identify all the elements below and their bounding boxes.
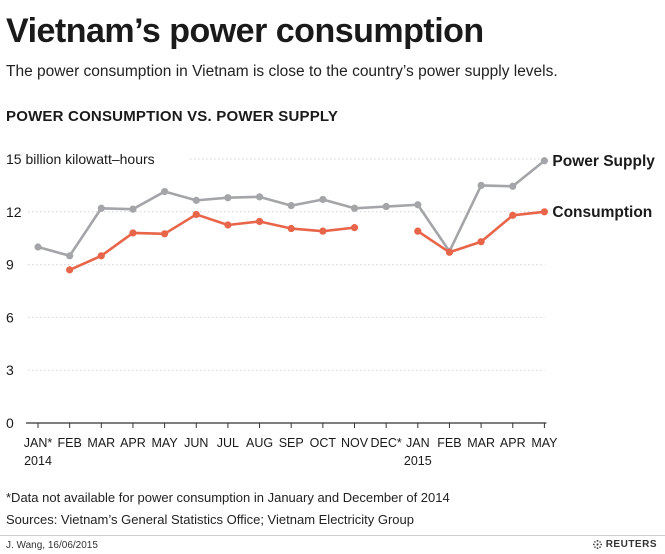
x-tick-label: APR	[120, 436, 146, 450]
y-tick-label: 3	[6, 362, 14, 378]
footnote: *Data not available for power consumptio…	[6, 490, 450, 505]
consumption-point	[66, 266, 74, 274]
chart-title: POWER CONSUMPTION VS. POWER SUPPLY	[6, 108, 339, 125]
power-supply-point	[509, 182, 517, 190]
y-tick-label: 9	[6, 257, 14, 273]
y-axis-labels: 0 3 6 9 12 15 billion kilowatt–hours	[6, 151, 155, 431]
x-tick-label: FEB	[57, 436, 81, 450]
power-supply-point	[129, 205, 137, 213]
x-tick-label: DEC*	[371, 436, 402, 450]
x-year-label: 2015	[404, 454, 432, 468]
power-supply-point	[255, 193, 264, 201]
x-tick-label: MAR	[87, 436, 115, 450]
power-supply-point	[34, 243, 42, 251]
x-tick-label: SEP	[279, 436, 304, 450]
footer-divider	[0, 535, 665, 536]
power-supply-point	[224, 194, 232, 202]
consumption-point	[414, 227, 422, 235]
consumption-point	[350, 224, 359, 232]
publisher-name: REUTERS	[605, 539, 657, 550]
power-supply-point	[350, 204, 359, 212]
consumption-point	[477, 238, 485, 246]
x-axis-labels: JAN* FEB MAR APR MAY JUN JUL AUG SEP OCT NOV DEC* JA…	[24, 436, 558, 468]
x-axis	[26, 422, 547, 428]
consumption-point	[161, 230, 169, 238]
consumption-point	[540, 208, 549, 216]
x-tick-label: APR	[500, 436, 526, 450]
power-supply-point	[192, 196, 200, 204]
power-supply-point	[66, 252, 74, 260]
power-supply-point	[477, 181, 485, 189]
x-tick-label: JAN	[406, 436, 430, 450]
power-supply-point	[287, 202, 295, 210]
x-tick-label: JUN	[184, 436, 208, 450]
power-supply-point	[161, 187, 169, 196]
reuters-dots-icon	[592, 539, 602, 550]
x-tick-label: JUL	[217, 436, 239, 450]
series-lines	[34, 157, 549, 274]
x-year-label: 2014	[24, 454, 52, 468]
line-chart: 0 3 6 9 12 15 billion kilowatt–hours JAN* FEB M…	[6, 151, 655, 468]
y-tick-label: 6	[6, 309, 14, 325]
consumption-point	[255, 217, 264, 226]
series-labels: Power Supply Consumption	[552, 153, 655, 221]
x-tick-label: MAY	[531, 436, 558, 450]
x-tick-label: NOV	[341, 436, 369, 450]
y-tick-label: 12	[6, 204, 22, 220]
publisher-logo: REUTERS	[592, 539, 657, 550]
consumption-point	[224, 221, 232, 229]
x-tick-label: JAN*	[24, 436, 53, 450]
sources-note: Sources: Vietnam’s General Statistics Of…	[6, 512, 414, 527]
consumption-point	[192, 210, 200, 219]
power-supply-point	[540, 157, 549, 165]
chart-subtitle: The power consumption in Vietnam is clos…	[6, 63, 558, 80]
chart-headline: Vietnam’s power consumption	[6, 12, 484, 50]
y-tick-label: 0	[6, 415, 14, 431]
x-tick-label: MAY	[152, 436, 179, 450]
power-supply-point	[414, 201, 422, 209]
power-supply-point	[319, 195, 327, 204]
power-supply-point	[382, 202, 390, 211]
consumption-point	[445, 248, 454, 256]
consumption-line	[69, 213, 355, 272]
x-tick-label: MAR	[467, 436, 495, 450]
consumption-point	[319, 227, 327, 235]
consumption-point	[97, 252, 105, 260]
power-supply-label: Power Supply	[552, 153, 655, 170]
y-axis-title: 15 billion kilowatt–hours	[6, 151, 155, 167]
power-supply-point	[97, 204, 105, 212]
x-tick-label: OCT	[310, 436, 337, 450]
byline: J. Wang, 16/06/2015	[6, 540, 98, 551]
consumption-point	[129, 229, 137, 237]
gridlines	[28, 158, 545, 371]
consumption-label: Consumption	[552, 204, 652, 221]
consumption-point	[287, 224, 295, 233]
x-tick-label: AUG	[246, 436, 273, 450]
x-tick-label: FEB	[437, 436, 461, 450]
consumption-point	[509, 211, 517, 219]
